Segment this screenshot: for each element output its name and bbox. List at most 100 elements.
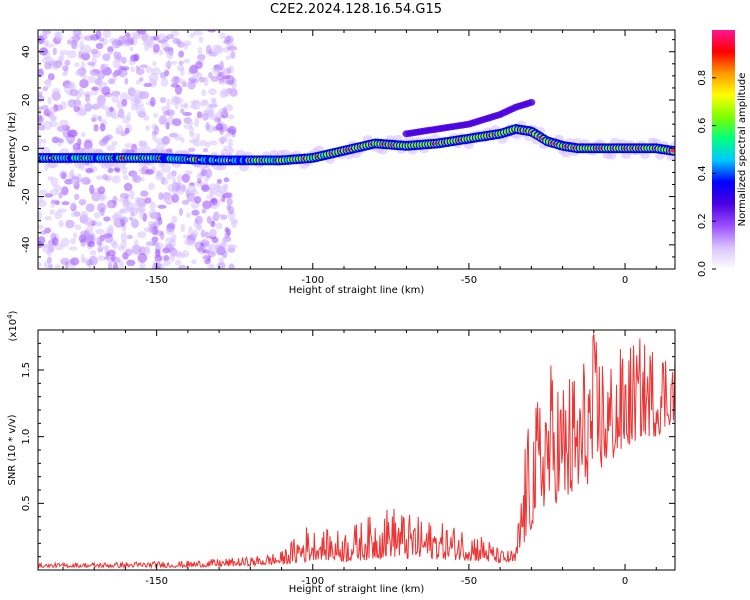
noise-speckle <box>127 95 134 101</box>
noise-speckle <box>143 34 153 45</box>
noise-speckle <box>226 198 233 206</box>
noise-speckle <box>123 182 133 192</box>
noise-speckle <box>194 196 202 204</box>
noise-speckle <box>58 119 69 127</box>
noise-speckle <box>190 79 199 84</box>
noise-speckle <box>228 263 235 269</box>
noise-speckle <box>178 50 185 58</box>
noise-speckle <box>198 76 206 83</box>
heatmap-x-tick-label: -150 <box>145 275 168 286</box>
heatmap-x-tick-label: 0 <box>622 275 628 286</box>
noise-speckle <box>107 51 114 56</box>
noise-speckle <box>206 215 211 224</box>
noise-speckle <box>85 168 94 174</box>
noise-speckle <box>87 61 95 66</box>
noise-speckle <box>225 104 234 112</box>
noise-speckle <box>202 200 212 210</box>
noise-speckle <box>226 204 231 211</box>
noise-speckle <box>118 197 128 203</box>
noise-speckle <box>207 113 217 120</box>
noise-speckle <box>139 261 146 269</box>
noise-speckle <box>135 68 145 75</box>
noise-speckle <box>72 30 82 37</box>
noise-speckle <box>192 30 203 36</box>
noise-speckle <box>230 50 236 59</box>
noise-speckle <box>210 220 216 228</box>
noise-speckle <box>210 75 219 82</box>
noise-speckle <box>181 81 188 88</box>
noise-speckle <box>218 257 224 264</box>
noise-speckle <box>78 198 87 206</box>
noise-speckle <box>143 82 152 88</box>
noise-speckle <box>170 60 178 65</box>
noise-speckle <box>124 248 133 257</box>
noise-speckle <box>194 117 200 128</box>
noise-speckle <box>216 118 222 126</box>
noise-speckle <box>90 48 99 55</box>
noise-speckle <box>60 237 70 248</box>
noise-speckle <box>172 250 182 257</box>
noise-speckle <box>137 252 148 263</box>
noise-speckle <box>202 147 209 153</box>
noise-speckle <box>199 139 207 147</box>
ridge-core <box>670 148 675 153</box>
noise-speckle <box>166 171 174 180</box>
noise-speckle <box>102 30 112 39</box>
noise-speckle <box>95 221 103 227</box>
noise-speckle <box>69 88 79 97</box>
noise-speckle <box>198 36 204 43</box>
noise-speckle <box>133 238 139 249</box>
noise-speckle <box>102 174 109 181</box>
noise-speckle <box>224 192 233 199</box>
noise-speckle <box>160 177 169 185</box>
snr-x-tick-label: -150 <box>145 576 168 587</box>
noise-speckle <box>129 46 134 52</box>
noise-speckle <box>226 244 235 253</box>
heatmap-y-axis-label: Frequency (Hz) <box>7 112 18 188</box>
noise-speckle <box>159 97 167 103</box>
snr-plot-area <box>38 333 675 570</box>
noise-speckle <box>205 122 210 131</box>
noise-speckle <box>114 167 121 173</box>
noise-speckle <box>38 210 43 221</box>
noise-speckle <box>70 39 77 49</box>
noise-speckle <box>58 138 65 144</box>
noise-speckle <box>38 189 48 196</box>
noise-speckle <box>76 109 87 116</box>
noise-speckle <box>205 106 212 115</box>
noise-speckle <box>180 223 186 233</box>
noise-speckle <box>65 219 75 229</box>
noise-speckle <box>171 193 180 203</box>
noise-speckle <box>191 259 197 265</box>
noise-speckle <box>136 106 146 117</box>
noise-speckle <box>38 137 44 144</box>
noise-speckle <box>181 173 191 183</box>
noise-speckle <box>38 195 43 203</box>
noise-speckle <box>38 106 44 111</box>
noise-speckle <box>42 30 48 38</box>
noise-speckle <box>142 247 151 256</box>
noise-speckle <box>44 193 53 198</box>
noise-speckle <box>113 51 119 60</box>
noise-speckle <box>188 119 194 127</box>
noise-speckle <box>182 111 192 117</box>
noise-speckle <box>102 53 111 62</box>
noise-speckle <box>122 42 131 47</box>
colorbar-tick-label: 0.8 <box>697 70 708 86</box>
noise-speckle <box>188 226 194 236</box>
noise-speckle <box>213 64 220 70</box>
noise-speckle <box>224 227 230 233</box>
noise-speckle <box>111 39 122 49</box>
noise-speckle <box>97 115 102 122</box>
noise-speckle <box>87 241 95 248</box>
noise-speckle <box>159 263 165 269</box>
snr-y-tick-label: 1.5 <box>21 362 32 378</box>
noise-speckle <box>152 60 157 67</box>
noise-speckle <box>149 97 156 107</box>
noise-speckle <box>69 169 75 177</box>
noise-speckle <box>42 86 49 92</box>
noise-speckle <box>180 136 185 144</box>
noise-speckle <box>99 123 106 132</box>
noise-speckle <box>138 77 144 82</box>
noise-speckle <box>73 62 80 68</box>
